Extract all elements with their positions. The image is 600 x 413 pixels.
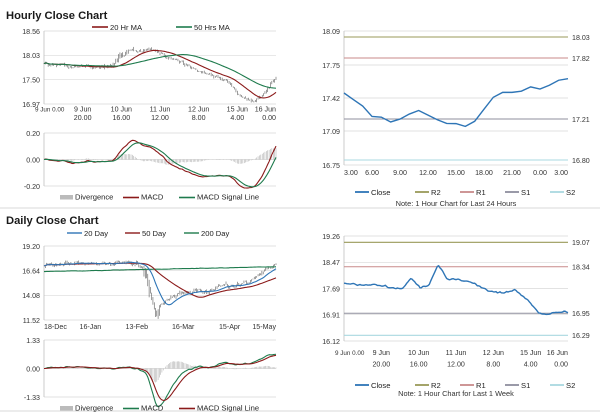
- svg-text:18.47: 18.47: [322, 259, 340, 267]
- svg-text:12.00: 12.00: [419, 169, 437, 177]
- svg-text:8.00: 8.00: [192, 114, 206, 122]
- svg-text:0.20: 0.20: [26, 130, 40, 138]
- svg-text:0.00: 0.00: [26, 156, 40, 164]
- svg-text:17.82: 17.82: [572, 55, 590, 63]
- svg-text:12 Jun: 12 Jun: [188, 106, 209, 114]
- svg-text:-1.33: -1.33: [24, 394, 40, 402]
- svg-text:16.12: 16.12: [322, 338, 340, 346]
- svg-text:9.00: 9.00: [393, 169, 407, 177]
- svg-text:11 Jun: 11 Jun: [446, 349, 467, 357]
- svg-text:3.00: 3.00: [554, 169, 568, 177]
- svg-text:S1: S1: [521, 381, 530, 390]
- svg-text:16.00: 16.00: [112, 114, 130, 122]
- svg-text:4.00: 4.00: [524, 361, 538, 369]
- svg-text:Daily Close Chart: Daily Close Chart: [6, 215, 99, 227]
- svg-text:MACD Signal Line: MACD Signal Line: [197, 193, 259, 202]
- svg-text:19.20: 19.20: [22, 243, 40, 251]
- svg-text:18-Dec: 18-Dec: [44, 323, 67, 331]
- svg-text:18.56: 18.56: [22, 28, 40, 36]
- svg-text:S2: S2: [566, 188, 575, 197]
- svg-text:18.09: 18.09: [322, 28, 340, 36]
- svg-text:17.50: 17.50: [22, 76, 40, 84]
- svg-text:21.00: 21.00: [503, 169, 521, 177]
- svg-text:14.08: 14.08: [22, 292, 40, 300]
- svg-text:Close: Close: [371, 188, 390, 197]
- svg-text:12.00: 12.00: [447, 361, 465, 369]
- svg-text:9 Jun 0.00: 9 Jun 0.00: [335, 350, 365, 357]
- svg-text:R2: R2: [431, 188, 441, 197]
- svg-text:18.34: 18.34: [572, 264, 590, 272]
- svg-text:8.00: 8.00: [486, 361, 500, 369]
- svg-text:17.69: 17.69: [322, 285, 340, 293]
- svg-text:18.03: 18.03: [22, 52, 40, 60]
- svg-text:19.26: 19.26: [322, 233, 340, 241]
- svg-text:0.00: 0.00: [262, 114, 276, 122]
- svg-text:4.00: 4.00: [230, 114, 244, 122]
- svg-text:15-Apr: 15-Apr: [219, 323, 241, 331]
- svg-text:20.00: 20.00: [74, 114, 92, 122]
- svg-text:R1: R1: [476, 188, 486, 197]
- svg-text:17.42: 17.42: [322, 95, 340, 103]
- svg-text:10 Jun: 10 Jun: [408, 349, 429, 357]
- svg-text:15.00: 15.00: [447, 169, 465, 177]
- svg-text:16-Mar: 16-Mar: [172, 323, 195, 331]
- svg-text:Divergence: Divergence: [75, 193, 113, 202]
- svg-text:18.03: 18.03: [572, 34, 590, 42]
- svg-text:16.95: 16.95: [572, 310, 590, 318]
- svg-text:16.64: 16.64: [22, 267, 40, 275]
- svg-text:Close: Close: [371, 381, 390, 390]
- svg-text:Note: 1 Hour Chart for Last 24: Note: 1 Hour Chart for Last 24 Hours: [396, 199, 517, 208]
- svg-text:-0.20: -0.20: [24, 183, 40, 191]
- svg-text:9 Jun: 9 Jun: [373, 349, 390, 357]
- svg-text:20 Day: 20 Day: [84, 229, 108, 238]
- svg-text:S2: S2: [566, 381, 575, 390]
- svg-text:Hourly Close Chart: Hourly Close Chart: [6, 10, 108, 22]
- svg-text:0.00: 0.00: [26, 365, 40, 373]
- svg-text:16.29: 16.29: [572, 332, 590, 340]
- svg-text:17.21: 17.21: [572, 116, 590, 124]
- svg-text:200 Day: 200 Day: [201, 229, 229, 238]
- svg-text:10 Jun: 10 Jun: [111, 106, 132, 114]
- svg-text:9 Jun 0.00: 9 Jun 0.00: [35, 107, 65, 114]
- svg-text:Note: 1 Hour Chart for Last 1: Note: 1 Hour Chart for Last 1 Week: [398, 389, 514, 398]
- svg-text:16-Jan: 16-Jan: [80, 323, 102, 331]
- svg-text:16.75: 16.75: [322, 162, 340, 170]
- svg-text:9 Jun: 9 Jun: [74, 106, 91, 114]
- svg-text:16.00: 16.00: [410, 361, 428, 369]
- svg-text:19.07: 19.07: [572, 239, 590, 247]
- svg-text:0.00: 0.00: [554, 361, 568, 369]
- svg-text:11.52: 11.52: [23, 317, 40, 325]
- svg-text:0.00: 0.00: [533, 169, 547, 177]
- svg-text:12 Jun: 12 Jun: [483, 349, 504, 357]
- svg-text:17.75: 17.75: [322, 62, 340, 70]
- svg-text:18.00: 18.00: [475, 169, 493, 177]
- svg-text:MACD: MACD: [141, 193, 164, 202]
- svg-text:13-Feb: 13-Feb: [126, 323, 149, 331]
- svg-text:12.00: 12.00: [151, 114, 169, 122]
- svg-text:16 Jun: 16 Jun: [255, 106, 276, 114]
- svg-text:16 Jun: 16 Jun: [547, 349, 568, 357]
- svg-text:17.09: 17.09: [322, 128, 340, 136]
- svg-text:3.00: 3.00: [344, 169, 358, 177]
- svg-text:S1: S1: [521, 188, 530, 197]
- svg-text:15-May: 15-May: [252, 323, 276, 331]
- svg-text:16.91: 16.91: [322, 311, 340, 319]
- svg-text:16.80: 16.80: [572, 157, 590, 165]
- svg-text:11 Jun: 11 Jun: [150, 106, 171, 114]
- svg-text:6.00: 6.00: [365, 169, 379, 177]
- svg-text:50 Day: 50 Day: [142, 229, 166, 238]
- svg-text:1.33: 1.33: [26, 337, 40, 345]
- svg-text:15 Jun: 15 Jun: [520, 349, 541, 357]
- svg-text:20.00: 20.00: [372, 361, 390, 369]
- svg-text:15 Jun: 15 Jun: [227, 106, 248, 114]
